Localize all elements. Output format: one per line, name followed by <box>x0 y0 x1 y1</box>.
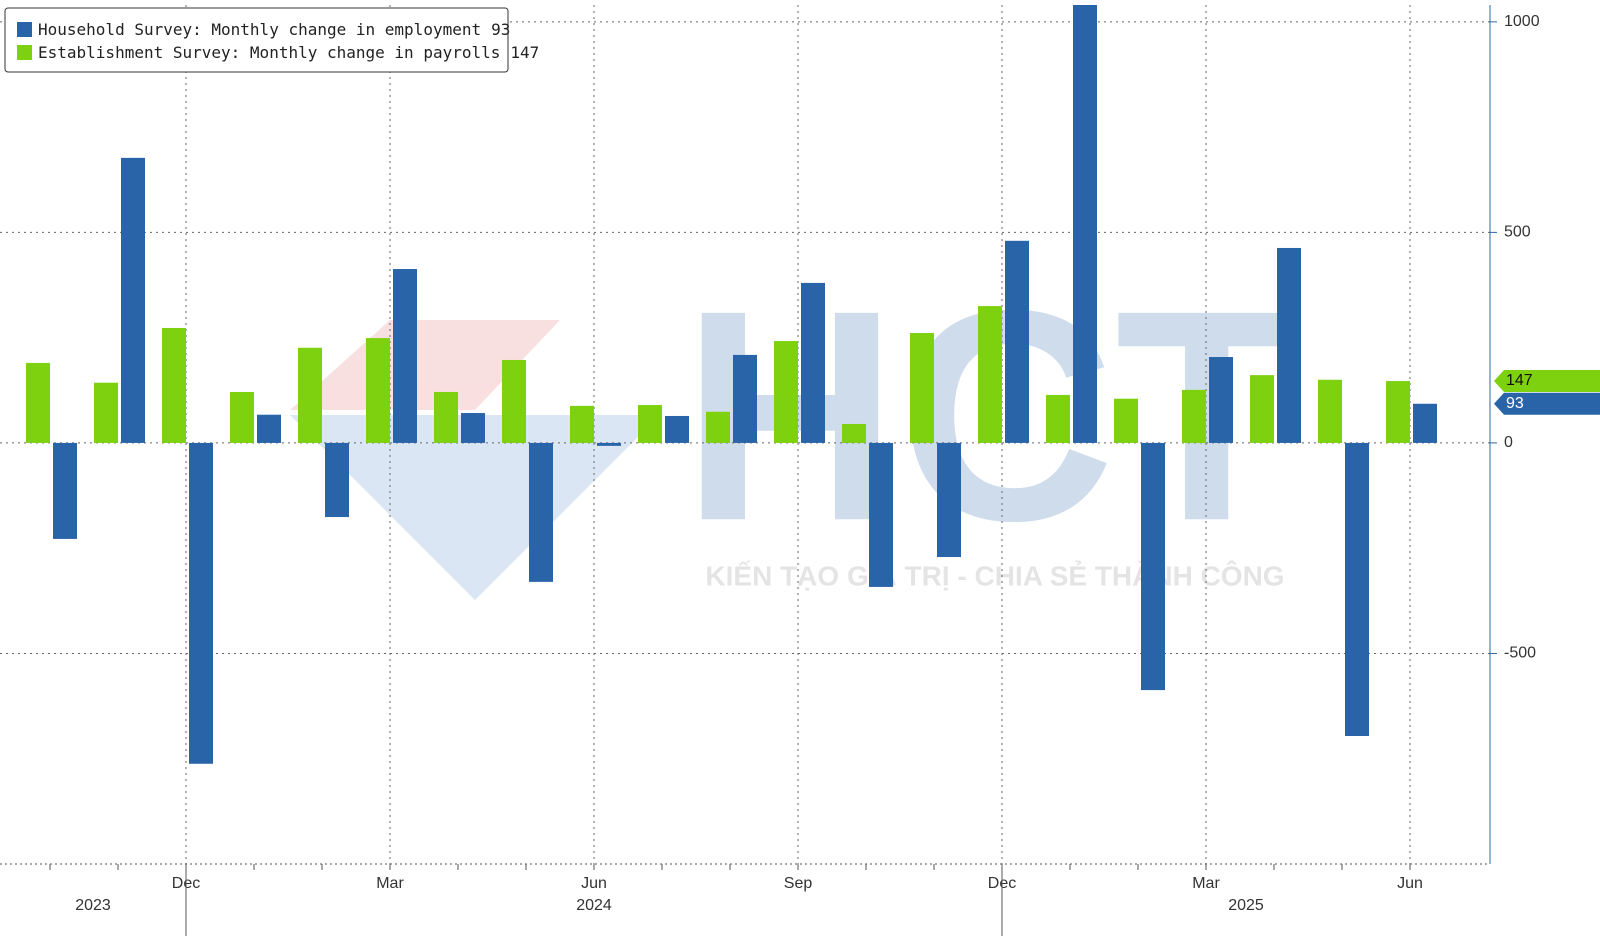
x-tick-label: Jun <box>581 875 607 892</box>
value-tag-label: 147 <box>1506 372 1533 389</box>
bar <box>869 442 893 587</box>
y-tick-label: -500 <box>1504 645 1536 662</box>
watermark-shape <box>290 320 560 410</box>
bar <box>978 306 1002 443</box>
bar <box>1073 5 1097 443</box>
legend-swatch <box>17 45 32 60</box>
bar <box>393 269 417 443</box>
bar <box>1046 394 1070 443</box>
year-label: 2024 <box>576 897 612 914</box>
bar <box>257 414 281 443</box>
value-tag <box>1494 370 1600 393</box>
bar <box>230 391 254 443</box>
bar <box>570 405 594 443</box>
legend-value: 93 <box>491 20 510 39</box>
watermark-shape <box>290 415 660 600</box>
bar <box>189 442 213 764</box>
bar <box>121 157 145 443</box>
legend: Household Survey: Monthly change in empl… <box>4 7 539 73</box>
bar <box>94 382 118 443</box>
bar <box>162 327 186 443</box>
legend-entry: Household Survey: Monthly change in empl… <box>38 20 510 39</box>
bar <box>325 442 349 518</box>
legend-name: Household Survey: Monthly change in empl… <box>38 20 481 39</box>
bar <box>733 354 757 443</box>
y-tick-label: 1000 <box>1504 13 1540 30</box>
bar <box>1386 381 1410 443</box>
legend-value: 147 <box>510 43 539 62</box>
y-tick-label: 500 <box>1504 224 1531 241</box>
x-tick-label: Mar <box>376 875 404 892</box>
bar <box>26 362 50 443</box>
bar <box>842 423 866 443</box>
bar <box>1277 247 1301 443</box>
bar <box>1209 357 1233 443</box>
bar <box>1318 379 1342 443</box>
y-tick-label: 0 <box>1504 434 1513 451</box>
bar <box>597 442 621 446</box>
bar <box>461 413 485 443</box>
legend-box <box>4 7 509 73</box>
year-label: 2025 <box>1228 897 1264 914</box>
bar <box>774 341 798 443</box>
bars <box>26 5 1437 764</box>
legend-entry: Establishment Survey: Monthly change in … <box>38 43 539 62</box>
bar <box>1250 375 1274 443</box>
bar <box>910 333 934 443</box>
bar <box>53 442 77 539</box>
bar <box>706 411 730 443</box>
bar <box>366 338 390 443</box>
legend-name: Establishment Survey: Monthly change in … <box>38 43 500 62</box>
x-tick-label: Mar <box>1192 875 1220 892</box>
bar <box>1005 240 1029 443</box>
bar <box>529 442 553 582</box>
bar <box>1141 442 1165 691</box>
bar <box>1114 398 1138 443</box>
x-tick-label: Jun <box>1397 875 1423 892</box>
legend-swatch <box>17 22 32 37</box>
value-tag-label: 93 <box>1506 395 1524 412</box>
bar <box>937 442 961 558</box>
watermark-tagline: KIẾN TẠO GIÁ TRỊ - CHIA SẺ THÀNH CÔNG <box>705 559 1284 591</box>
bar <box>298 347 322 443</box>
bar <box>665 415 689 443</box>
year-label: 2023 <box>75 897 111 914</box>
bar <box>1345 442 1369 736</box>
bar <box>1182 389 1206 443</box>
bar <box>502 359 526 443</box>
bar <box>638 405 662 443</box>
bar <box>434 391 458 443</box>
bar <box>1413 403 1437 443</box>
x-tick-label: Sep <box>784 875 813 892</box>
bar <box>801 282 825 443</box>
value-tag <box>1494 392 1600 415</box>
